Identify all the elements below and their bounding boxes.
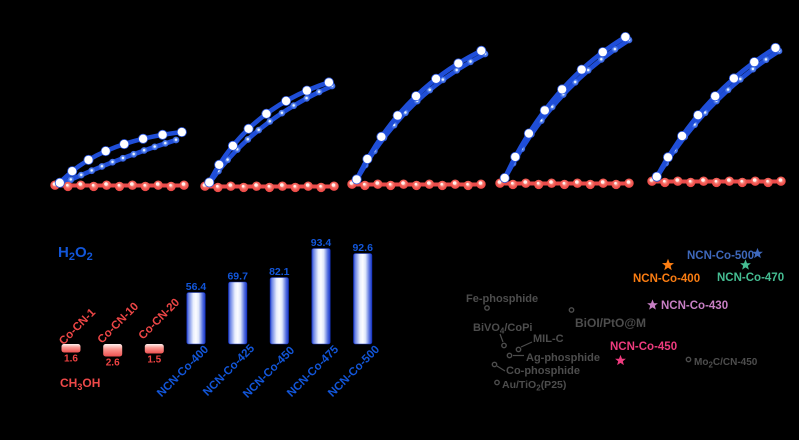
svg-text:1.5: 1.5 bbox=[147, 355, 161, 366]
svg-text:Au/TiO2(P25): Au/TiO2(P25) bbox=[502, 379, 566, 393]
svg-text:NCN-Co-470: NCN-Co-470 bbox=[717, 272, 784, 284]
svg-text:92.6: 92.6 bbox=[352, 242, 373, 254]
svg-text:BiOI/PtO@M: BiOI/PtO@M bbox=[575, 316, 646, 330]
svg-text:Mo2C/CN-450: Mo2C/CN-450 bbox=[694, 357, 758, 370]
svg-text:Co-phosphide: Co-phosphide bbox=[506, 365, 580, 377]
svg-text:2.6: 2.6 bbox=[106, 358, 120, 369]
svg-text:BiVO4/CoPi: BiVO4/CoPi bbox=[473, 322, 532, 336]
svg-text:93.4: 93.4 bbox=[311, 237, 332, 249]
svg-text:NCN-Co-430: NCN-Co-430 bbox=[661, 300, 728, 312]
svg-text:69.7: 69.7 bbox=[227, 271, 248, 283]
svg-text:NCN-Co-450: NCN-Co-450 bbox=[610, 341, 677, 353]
svg-text:CH3OH: CH3OH bbox=[60, 376, 100, 392]
svg-text:MIL-C: MIL-C bbox=[533, 333, 564, 345]
svg-text:NCN-Co-400: NCN-Co-400 bbox=[633, 273, 700, 285]
svg-text:Ag-phosphide: Ag-phosphide bbox=[526, 352, 600, 364]
svg-text:82.1: 82.1 bbox=[269, 266, 290, 278]
svg-text:NCN-Co-500: NCN-Co-500 bbox=[687, 250, 754, 262]
svg-text:H2O2: H2O2 bbox=[58, 244, 93, 263]
svg-text:1.6: 1.6 bbox=[64, 354, 78, 365]
svg-text:56.4: 56.4 bbox=[186, 281, 207, 293]
svg-text:Fe-phosphide: Fe-phosphide bbox=[466, 293, 538, 305]
